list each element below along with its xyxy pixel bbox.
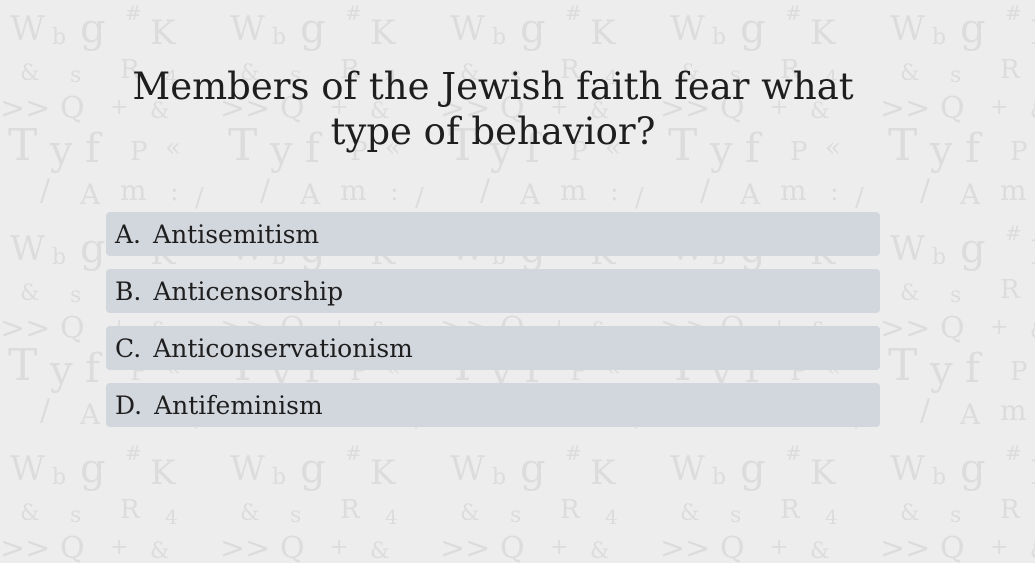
answer-letter: D. [115,390,143,420]
answer-text: Anticonservationism [153,333,413,363]
answer-option-a[interactable]: A. Antisemitism [106,212,880,256]
answer-text: Anticensorship [153,276,344,306]
answer-letter: B. [115,276,142,306]
answer-list: A. Antisemitism B. Anticensorship C. Ant… [106,212,880,440]
answer-option-d[interactable]: D. Antifeminism [106,383,880,427]
answer-text: Antifeminism [154,390,323,420]
answer-text: Antisemitism [153,219,320,249]
answer-letter: C. [115,333,142,363]
answer-letter: A. [115,219,142,249]
question-text: Members of the Jewish faith fear what ty… [132,65,854,153]
answer-option-c[interactable]: C. Anticonservationism [106,326,880,370]
answer-option-b[interactable]: B. Anticensorship [106,269,880,313]
